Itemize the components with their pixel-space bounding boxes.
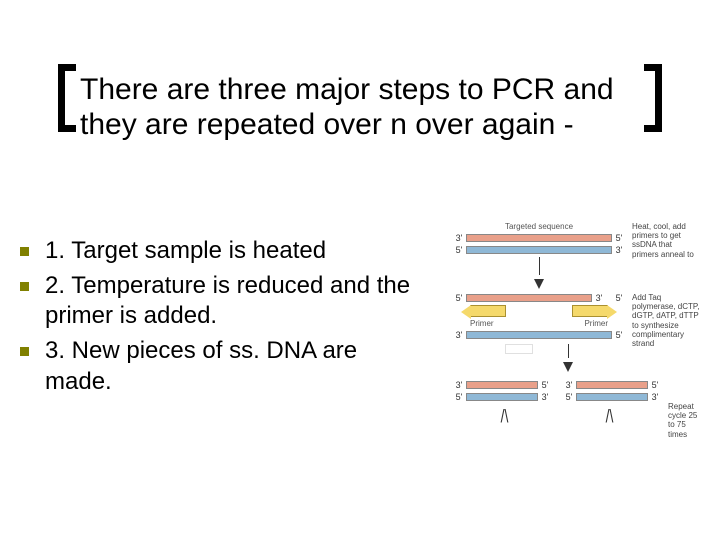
step1-caption: Heat, cool, add primers to get ssDNA tha… [632, 222, 700, 259]
split-icon: /\ [606, 406, 614, 427]
bullet-text: 3. New pieces of ss. DNA are made. [45, 336, 430, 397]
bullet-icon [20, 247, 29, 256]
ssdna-bottom: 3' 5' [452, 330, 626, 340]
end-label-3: 3' [648, 392, 662, 402]
end-label-5: 5' [452, 293, 466, 303]
result-strands: 3' 5' 5' 3' 3' 5' 5' 3' [452, 380, 662, 404]
list-item: 1. Target sample is heated [20, 236, 430, 267]
primer-arrows [452, 305, 626, 317]
end-label-5: 5' [562, 392, 576, 402]
bullet-icon [20, 347, 29, 356]
bullet-list: 1. Target sample is heated 2. Temperatur… [20, 236, 430, 402]
end-label-3: 3' [452, 380, 466, 390]
list-item: 3. New pieces of ss. DNA are made. [20, 336, 430, 397]
primer-arrow-right-icon [572, 305, 608, 317]
end-label-5: 5' [612, 233, 626, 243]
end-label-3: 3' [452, 233, 466, 243]
strand-pink [576, 381, 648, 389]
end-label-3: 3' [562, 380, 576, 390]
title-block: There are three major steps to PCR and t… [62, 72, 662, 143]
end-label-5: 5' [648, 380, 662, 390]
dna-strand-top: 3' 5' [452, 233, 626, 243]
split-icon: /\ [501, 406, 509, 427]
strand-blue [466, 393, 538, 401]
repeat-caption: Repeat cycle 25 to 75 times [668, 402, 700, 439]
primer-label: Primer [584, 319, 608, 328]
bullet-text: 2. Temperature is reduced and the primer… [45, 271, 430, 332]
end-label-3: 3' [612, 245, 626, 255]
strand-blue [576, 393, 648, 401]
end-label-3: 3' [538, 392, 552, 402]
ghost-arrows [452, 344, 626, 376]
primer-labels: Primer Primer [452, 319, 626, 328]
end-label-3: 3' [592, 293, 606, 303]
end-label-5: 5' [612, 330, 626, 340]
dna-strand-bottom: 5' 3' [452, 245, 626, 255]
ghost-arrow-icon [505, 344, 533, 354]
strand-pink [466, 294, 592, 302]
end-label-3: 3' [452, 330, 466, 340]
step2-caption: Add Taq polymerase, dCTP, dGTP, dATP, dT… [632, 293, 700, 348]
end-label-5: 5' [612, 293, 626, 303]
end-label-5: 5' [538, 380, 552, 390]
strand-pink [466, 381, 538, 389]
primer-arrow-left-icon [470, 305, 506, 317]
strand-pink [466, 234, 612, 242]
primer-label: Primer [470, 319, 494, 328]
strand-blue [466, 246, 612, 254]
pcr-diagram: Targeted sequence 3' 5' 5' 3' Heat, cool… [452, 222, 700, 439]
end-label-5: 5' [452, 245, 466, 255]
split-tails: /\ /\ [452, 408, 662, 424]
page-title: There are three major steps to PCR and t… [62, 72, 662, 143]
end-label-5: 5' [452, 392, 466, 402]
list-item: 2. Temperature is reduced and the primer… [20, 271, 430, 332]
arrow-down-icon [452, 257, 626, 289]
bullet-text: 1. Target sample is heated [45, 236, 326, 267]
strand-blue [466, 331, 612, 339]
targeted-sequence-label: Targeted sequence [452, 222, 626, 231]
ssdna-top: 5' 3' 5' [452, 293, 626, 303]
bullet-icon [20, 282, 29, 291]
